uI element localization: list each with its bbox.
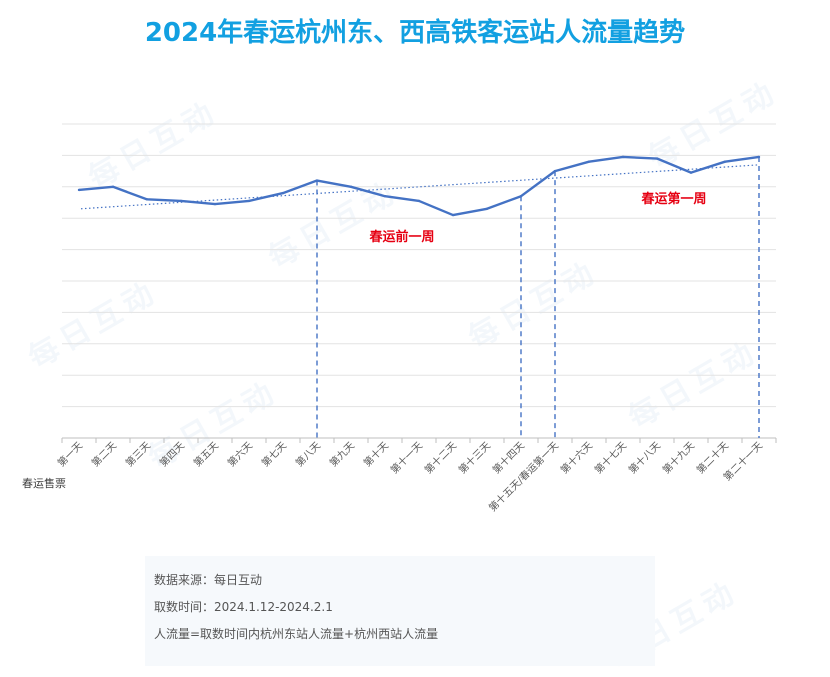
data-point <box>349 185 353 188</box>
source-panel <box>145 556 655 666</box>
x-tick-label: 第六天 <box>225 439 255 469</box>
x-tick-label: 第九天 <box>327 439 357 469</box>
x-tick-label: 第十七天 <box>592 439 629 476</box>
data-point <box>315 179 319 182</box>
x-tick-label: 第十四天 <box>490 439 527 476</box>
x-tick-label: 第二天 <box>89 439 119 469</box>
x-tick-label: 第十三天 <box>456 439 493 476</box>
data-point <box>145 198 149 201</box>
data-point <box>553 169 557 173</box>
x-tick-label: 第十九天 <box>660 439 697 476</box>
date-range-line: 取数时间：2024.1.12-2024.2.1 <box>154 600 333 614</box>
data-point <box>77 188 81 192</box>
data-point <box>621 155 625 159</box>
line-chart: 第一天 第二天 第三天 第四天 第五天 第六天 第七天 第八天 第九天 第十天第十一天第十二天第十… <box>22 123 777 514</box>
x-tick-label: 第十二天 <box>422 439 459 476</box>
x-tick-label: 第八天 <box>293 439 323 469</box>
data-point <box>485 207 489 210</box>
data-point <box>655 157 659 160</box>
data-point <box>111 185 115 188</box>
x-tick-label: 第十天 <box>361 439 391 469</box>
source-line: 数据来源：每日互动 <box>154 573 263 587</box>
chart-title: 2024年春运杭州东、西高铁客运站人流量趋势 <box>144 18 686 48</box>
data-point <box>587 160 591 163</box>
data-point <box>723 160 727 163</box>
x-tick-label: 第十一天 <box>388 439 425 476</box>
x-tick-label: 第三天 <box>123 439 153 469</box>
x-tick-label: 第一天 <box>55 439 85 469</box>
x-tick-label: 第四天 <box>157 439 187 469</box>
period-annotation: 春运第一周 <box>640 191 706 207</box>
x-axis-title: 春运售票 <box>22 476 66 490</box>
data-point <box>519 195 523 198</box>
x-tick-label: 第五天 <box>191 439 221 469</box>
data-point <box>757 155 761 159</box>
data-point <box>383 195 387 198</box>
data-point <box>689 171 693 174</box>
definition-line: 人流量=取数时间内杭州东站人流量+杭州西站人流量 <box>154 627 439 641</box>
x-tick-label: 第二十天 <box>694 439 731 476</box>
period-annotation: 春运前一周 <box>368 229 434 245</box>
data-point <box>213 202 217 206</box>
x-tick-label: 第十六天 <box>558 439 595 476</box>
data-point <box>281 191 285 195</box>
data-point <box>247 199 251 203</box>
x-tick-label: 第七天 <box>259 439 289 469</box>
data-point <box>179 199 183 203</box>
x-tick-label: 第十八天 <box>626 439 663 476</box>
data-point <box>451 213 455 217</box>
data-point <box>417 199 421 203</box>
